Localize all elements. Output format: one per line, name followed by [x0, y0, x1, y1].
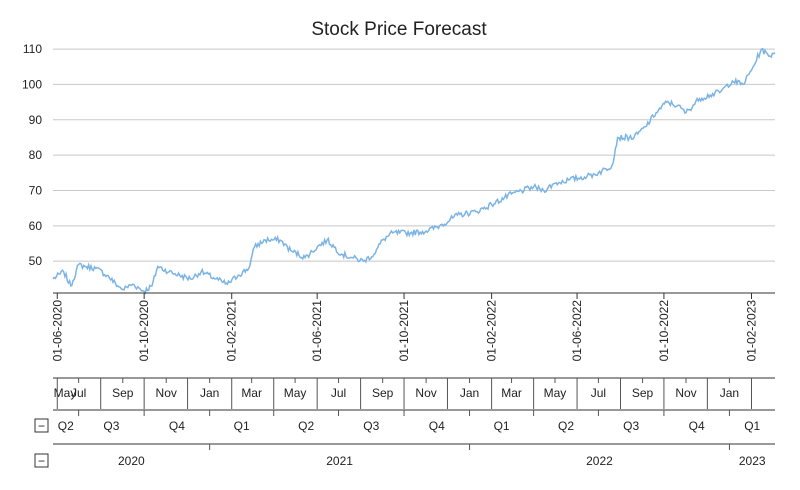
- y-tick-label: 80: [29, 148, 43, 162]
- year-label: 2023: [739, 454, 766, 468]
- date-tick-label: 01-02-2021: [225, 300, 239, 362]
- y-tick-label: 90: [29, 113, 43, 127]
- year-label: 2022: [586, 454, 613, 468]
- month-label: Sep: [632, 386, 654, 400]
- quarter-collapse-label: −: [38, 419, 45, 433]
- quarter-label: Q2: [58, 419, 74, 433]
- quarter-label: Q1: [234, 419, 250, 433]
- month-label: Jul: [591, 386, 606, 400]
- quarter-label: Q4: [429, 419, 445, 433]
- quarter-label: Q2: [298, 419, 314, 433]
- series-line: [52, 47, 776, 295]
- quarter-label: Q2: [558, 419, 574, 433]
- month-label: Jan: [720, 386, 739, 400]
- month-label: Jan: [460, 386, 479, 400]
- y-tick-label: 110: [23, 42, 42, 56]
- month-label: May: [544, 386, 567, 400]
- quarter-label: Q4: [689, 419, 705, 433]
- month-label: Mar: [241, 386, 262, 400]
- month-label: Mar: [501, 386, 522, 400]
- quarter-label: Q4: [169, 419, 185, 433]
- date-axis-ticks: 01-06-2020 01-10-2020 01-02-2021 01-06-2021…: [50, 293, 759, 362]
- series-line-layer: [52, 47, 776, 295]
- y-tick-label: 60: [29, 219, 43, 233]
- month-label: Jul: [331, 386, 346, 400]
- month-label: Nov: [675, 386, 696, 400]
- month-label: Jul: [71, 386, 86, 400]
- quarter-collapse-button[interactable]: −: [34, 418, 49, 433]
- month-label: Sep: [372, 386, 394, 400]
- date-tick-label: 01-06-2022: [570, 300, 584, 362]
- quarter-label: Q3: [623, 419, 639, 433]
- date-tick-label: 01-10-2021: [397, 300, 411, 362]
- year-axis: 2020 2021 2022 2023: [53, 443, 775, 468]
- y-tick-label: 50: [29, 254, 43, 268]
- month-label: May: [54, 386, 77, 400]
- month-label: Jan: [200, 386, 219, 400]
- quarter-axis: Q2 Q3 Q4 Q1 Q2 Q3 Q4 Q1 Q2 Q3 Q4 Q1: [53, 409, 775, 433]
- date-tick-label: 01-10-2020: [137, 300, 151, 362]
- y-tick-label: 70: [29, 183, 43, 197]
- year-label: 2021: [326, 454, 353, 468]
- date-tick-label: 01-06-2021: [310, 300, 324, 362]
- y-axis-ticks: 50 60 70 80 90 100 110: [22, 42, 42, 268]
- year-collapse-label: −: [38, 454, 45, 468]
- quarter-label: Q3: [363, 419, 379, 433]
- month-label: Nov: [415, 386, 436, 400]
- year-collapse-button[interactable]: −: [34, 453, 49, 468]
- date-tick-label: 01-06-2020: [50, 300, 64, 362]
- quarter-label: Q1: [494, 419, 510, 433]
- chart-title: Stock Price Forecast: [311, 19, 487, 40]
- quarter-label: Q1: [744, 419, 760, 433]
- quarter-label: Q3: [103, 419, 119, 433]
- date-tick-label: 01-02-2022: [485, 300, 499, 362]
- date-tick-label: 01-10-2022: [657, 300, 671, 362]
- grid-lines: [53, 48, 775, 262]
- year-label: 2020: [118, 454, 145, 468]
- y-tick-label: 100: [22, 77, 42, 91]
- month-label: Sep: [112, 386, 134, 400]
- month-label: May: [284, 386, 307, 400]
- month-label: Nov: [156, 386, 177, 400]
- date-tick-label: 01-02-2023: [745, 300, 759, 362]
